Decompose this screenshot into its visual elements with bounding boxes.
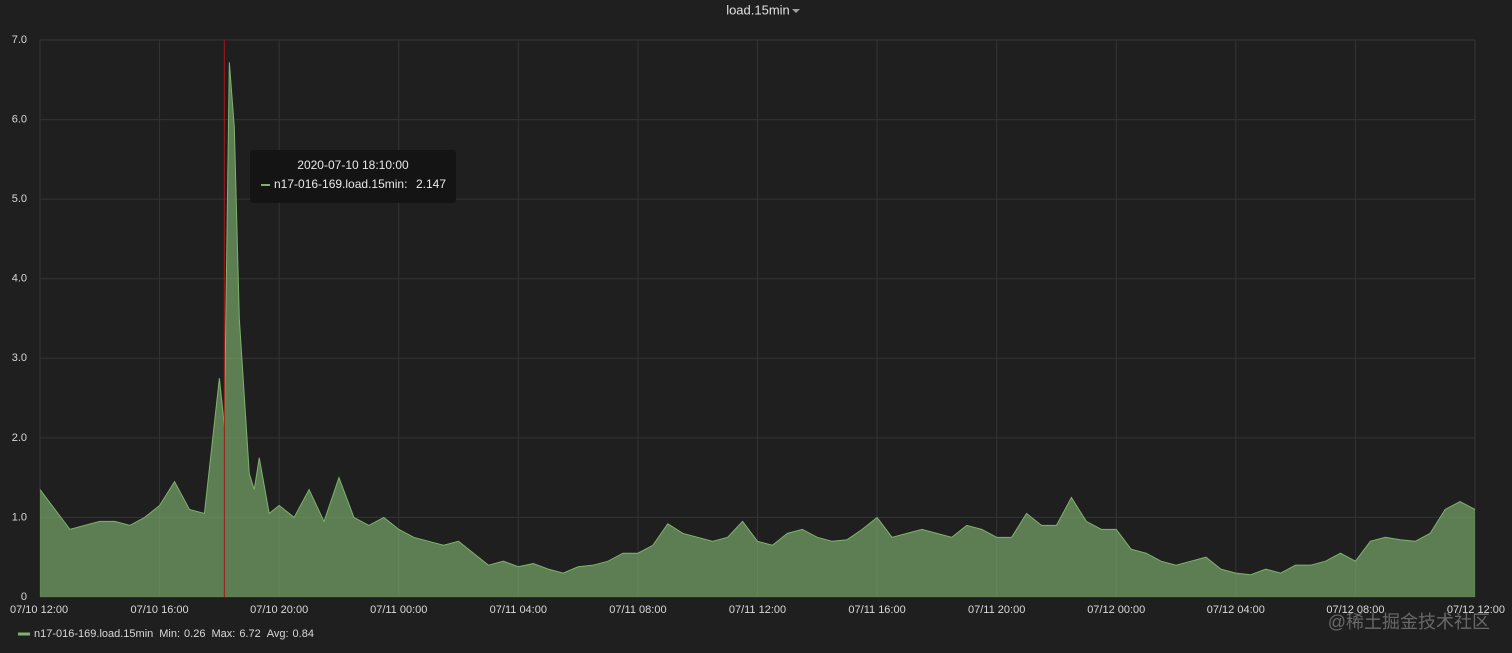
x-tick-label: 07/11 16:00 bbox=[848, 604, 905, 616]
legend-stat-value: 6.72 bbox=[239, 628, 260, 640]
legend-name: n17-016-169.load.15min bbox=[34, 628, 153, 640]
legend-stat-label: Min: bbox=[159, 628, 180, 640]
tooltip-time: 2020-07-10 18:10:00 bbox=[297, 158, 409, 172]
legend-stat-label: Max: bbox=[211, 628, 235, 640]
y-tick-label: 6.0 bbox=[12, 113, 27, 125]
x-tick-label: 07/11 12:00 bbox=[729, 604, 786, 616]
legend-stat-label: Avg: bbox=[267, 628, 289, 640]
x-tick-label: 07/10 12:00 bbox=[10, 604, 68, 616]
x-tick-label: 07/11 04:00 bbox=[490, 604, 547, 616]
plot: 0 1.0 2.0 3.0 4.0 5.0 6.0 7.0 07/10 12:00 07/10 1… bbox=[10, 34, 1505, 640]
y-tick-label: 4.0 bbox=[12, 273, 27, 285]
x-tick-label: 07/12 04:00 bbox=[1207, 604, 1265, 616]
x-tick-label: 07/12 08:00 bbox=[1326, 604, 1384, 616]
chart-title[interactable]: load.15min bbox=[726, 2, 790, 17]
x-tick-label: 07/12 00:00 bbox=[1087, 604, 1145, 616]
tooltip-value: 2.147 bbox=[416, 177, 446, 191]
tooltip-box bbox=[250, 150, 456, 203]
y-tick-label: 1.0 bbox=[12, 511, 27, 523]
watermark: @稀土掘金技术社区 bbox=[1328, 612, 1490, 632]
legend-stat-value: 0.84 bbox=[293, 628, 314, 640]
x-tick-label: 07/12 12:00 bbox=[1447, 604, 1505, 616]
x-tick-label: 07/11 08:00 bbox=[609, 604, 666, 616]
series-line bbox=[39, 62, 1476, 576]
legend-stat-value: 0.26 bbox=[184, 628, 205, 640]
x-tick-label: 07/11 00:00 bbox=[370, 604, 427, 616]
y-tick-label: 5.0 bbox=[12, 193, 27, 205]
y-tick-label: 2.0 bbox=[12, 432, 27, 444]
y-tick-label: 0 bbox=[21, 591, 27, 603]
x-tick-label: 07/10 16:00 bbox=[131, 604, 189, 616]
y-tick-label: 7.0 bbox=[12, 34, 27, 46]
title-caret[interactable] bbox=[792, 9, 800, 13]
legend-label: n17-016-169.load.15min Min: 0.26 Max: 6.72 Av… bbox=[34, 628, 314, 640]
tooltip-series: n17-016-169.load.15min: bbox=[274, 177, 407, 191]
y-tick-label: 3.0 bbox=[12, 352, 27, 364]
area-fill bbox=[40, 62, 1475, 597]
x-tick-label: 07/11 20:00 bbox=[968, 604, 1025, 616]
x-tick-label: 07/10 20:00 bbox=[250, 604, 308, 616]
